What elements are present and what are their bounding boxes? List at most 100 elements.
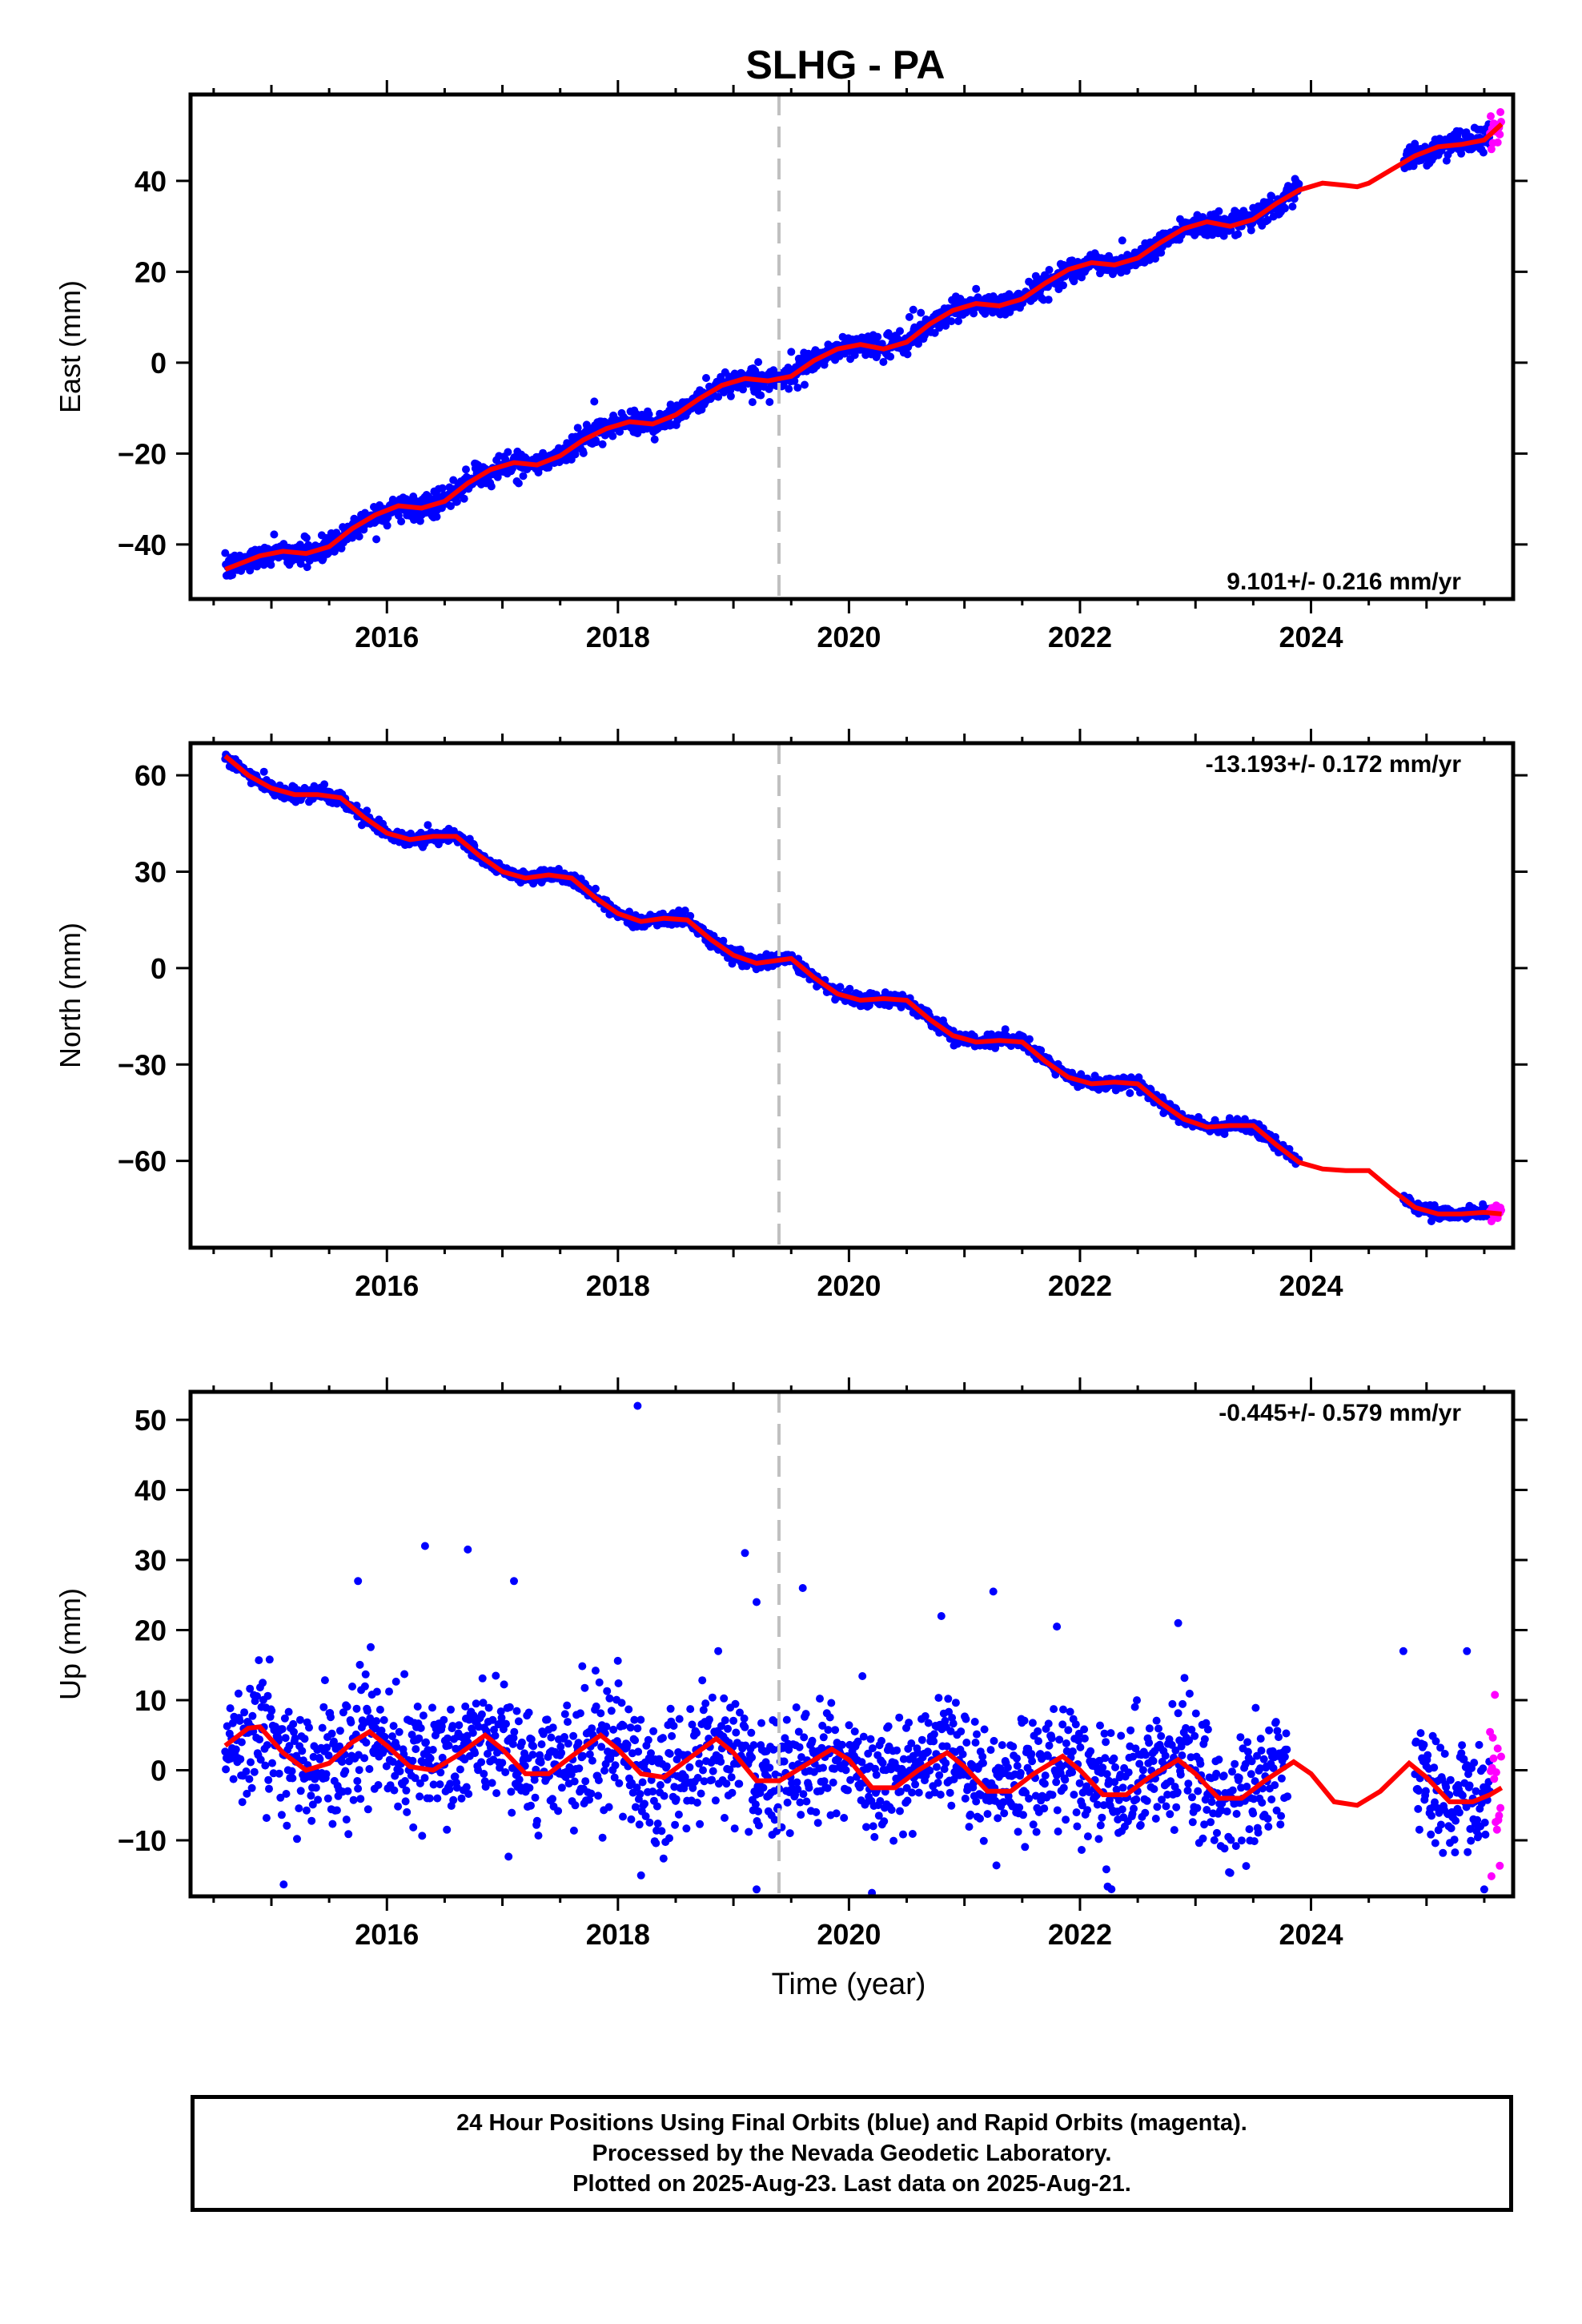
final-orbit-point (289, 1719, 298, 1728)
final-orbit-point (596, 1709, 605, 1718)
final-orbit-point (457, 1794, 466, 1803)
final-orbit-point (785, 1829, 794, 1838)
final-orbit-point (845, 1721, 853, 1730)
final-orbit-point (372, 1717, 381, 1726)
y-tick-label: 30 (135, 856, 167, 889)
final-orbit-point (880, 1817, 889, 1826)
final-orbit-point (238, 1798, 247, 1807)
final-orbit-point (259, 767, 268, 776)
final-orbit-point (492, 1671, 500, 1680)
final-orbit-point (416, 1792, 424, 1801)
final-orbit-point (877, 1736, 885, 1745)
final-orbit-point (264, 1775, 273, 1784)
final-orbit-point (424, 821, 432, 830)
final-orbit-point (592, 1702, 600, 1711)
final-orbit-point (903, 1796, 912, 1805)
final-orbit-point (672, 1795, 681, 1803)
final-orbit-point (1267, 192, 1276, 200)
final-orbit-point (802, 1797, 811, 1806)
final-orbit-point (782, 1715, 791, 1724)
final-orbit-point (829, 1778, 837, 1787)
final-orbit-point (914, 1788, 923, 1797)
final-orbit-point (320, 1676, 329, 1685)
final-orbit-point (640, 1799, 648, 1808)
final-orbit-point (872, 1771, 881, 1779)
final-orbit-point (896, 327, 904, 336)
final-orbit-point (709, 1767, 717, 1775)
final-orbit-point (785, 384, 793, 393)
final-orbit-point (229, 1775, 238, 1783)
final-orbit-point (379, 1715, 388, 1724)
final-orbit-point (570, 1777, 579, 1786)
final-orbit-point (595, 1678, 604, 1687)
final-orbit-point (502, 1719, 510, 1728)
final-orbit-point (484, 1703, 493, 1712)
final-orbit-point (263, 1741, 271, 1750)
final-orbit-point (831, 1726, 840, 1735)
final-orbit-point (236, 1755, 245, 1763)
final-orbit-point (416, 517, 424, 525)
final-orbit-point (812, 1807, 821, 1816)
final-orbit-point (250, 1767, 259, 1776)
final-orbit-point (805, 1783, 813, 1792)
final-orbit-point (226, 1704, 235, 1713)
final-orbit-point (508, 1808, 516, 1817)
y-tick-label: 0 (151, 952, 167, 985)
final-orbit-point (889, 1836, 898, 1845)
final-orbit-point (594, 1776, 603, 1784)
final-orbit-point (837, 1740, 846, 1749)
final-orbit-point (698, 1676, 707, 1685)
final-orbit-point (389, 1722, 398, 1731)
final-orbit-point (659, 1854, 668, 1863)
final-orbit-point (255, 1735, 264, 1744)
y-tick-label: −40 (118, 529, 167, 561)
final-orbit-point (591, 884, 600, 893)
final-orbit-point (1215, 207, 1223, 215)
final-orbit-point (693, 1729, 701, 1737)
final-orbit-point (858, 1672, 867, 1680)
final-orbit-point (296, 560, 305, 568)
final-orbit-point (569, 1826, 578, 1835)
final-orbit-point (341, 1767, 350, 1775)
final-orbit-point (293, 1835, 301, 1844)
final-orbit-point (619, 1812, 627, 1821)
final-orbit-point (563, 1701, 572, 1710)
final-orbit-point (905, 312, 913, 321)
final-orbit-point (515, 1775, 524, 1784)
rate-label-north: -13.193+/- 0.172 mm/yr (1206, 751, 1462, 778)
final-orbit-point (543, 1715, 552, 1724)
x-tick-label: 2016 (355, 1269, 419, 1302)
final-orbit-point (478, 1674, 487, 1683)
final-orbit-point (480, 1770, 488, 1778)
final-orbit-point (416, 1723, 425, 1732)
final-orbit-point (720, 1694, 729, 1703)
final-orbit-point (656, 1781, 665, 1789)
final-orbit-point (627, 1815, 636, 1823)
final-orbit-point (504, 1852, 513, 1861)
final-orbit-point (298, 1747, 307, 1755)
final-orbit-point (573, 424, 582, 432)
chart-title: SLHG - PA (745, 42, 945, 87)
final-orbit-point (356, 1795, 365, 1803)
final-orbit-point (727, 1773, 736, 1782)
final-orbit-point (675, 1715, 684, 1723)
final-orbit-point (754, 1807, 763, 1815)
final-orbit-point (374, 1781, 383, 1789)
rapid-orbit-point (1487, 112, 1495, 121)
y-axis-label-east: East (mm) (54, 280, 86, 413)
final-orbit-point (242, 1767, 251, 1775)
final-orbit-point (247, 1758, 255, 1767)
final-orbit-point (560, 1710, 569, 1719)
final-orbit-point (307, 1791, 315, 1800)
final-orbit-point (604, 1803, 613, 1811)
final-orbit-point (383, 521, 391, 530)
final-orbit-point (657, 1827, 666, 1835)
final-orbit-point (729, 1716, 738, 1725)
final-orbit-point (887, 1806, 896, 1814)
final-orbit-point (564, 1739, 572, 1748)
final-orbit-point (638, 1778, 647, 1787)
final-orbit-point (235, 1716, 244, 1725)
final-orbit-point (611, 1761, 620, 1770)
